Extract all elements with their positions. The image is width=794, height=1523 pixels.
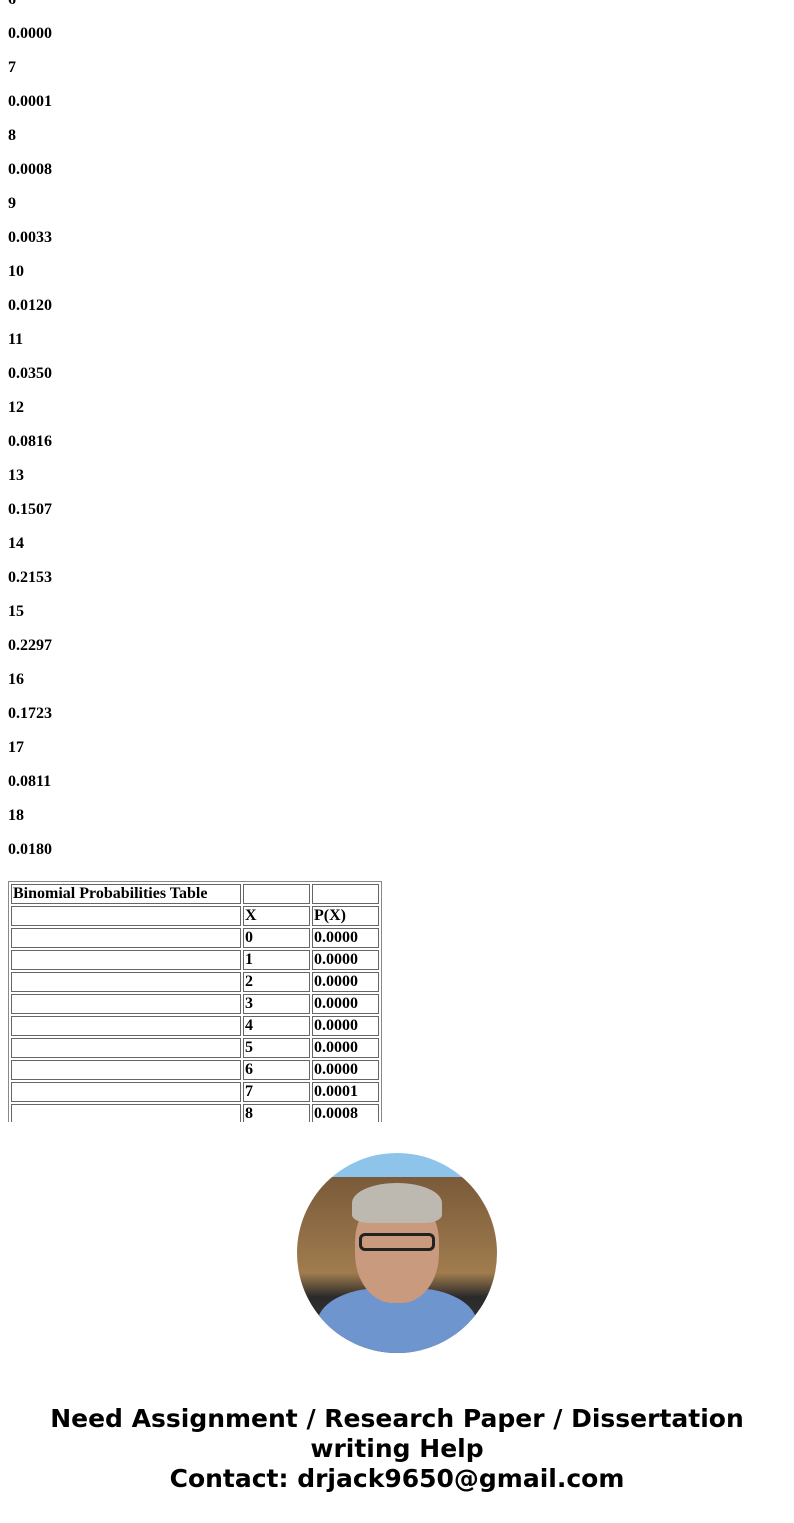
list-value: 0.0033 (8, 229, 52, 246)
table-row: 6 0.0000 (11, 1060, 379, 1080)
x-cell: 7 (243, 1082, 310, 1102)
list-value: 9 (8, 195, 16, 212)
table-row: 1 0.0000 (11, 950, 379, 970)
table-title: Binomial Probabilities Table (11, 884, 241, 904)
x-cell: 6 (243, 1060, 310, 1080)
list-value: 15 (8, 603, 24, 620)
px-cell: 0.0000 (312, 928, 379, 948)
list-value: 0.0120 (8, 297, 52, 314)
header-px: P(X) (312, 906, 379, 926)
list-value: 0.2297 (8, 637, 52, 654)
list-value: 11 (8, 331, 24, 348)
empty-cell (11, 906, 241, 926)
list-value: 0.0000 (8, 25, 52, 42)
table-row: 0 0.0000 (11, 928, 379, 948)
table-header-row: X P(X) (11, 906, 379, 926)
probability-list: 6 0.0000 7 0.0001 8 0.0008 9 0.0033 10 0.0120 11 0.… (8, 0, 52, 875)
empty-cell (11, 972, 241, 992)
x-cell: 4 (243, 1016, 310, 1036)
table-row: 5 0.0000 (11, 1038, 379, 1058)
list-value: 0.0008 (8, 161, 52, 178)
empty-cell (11, 1082, 241, 1102)
px-cell: 0.0000 (312, 950, 379, 970)
px-cell: 0.0000 (312, 1016, 379, 1036)
table-row: 4 0.0000 (11, 1016, 379, 1036)
list-value: 16 (8, 671, 24, 688)
promo-text: Need Assignment / Research Paper / Disse… (0, 1404, 794, 1494)
list-value: 7 (8, 59, 16, 76)
px-cell: 0.0000 (312, 1038, 379, 1058)
promo-line-1: Need Assignment / Research Paper / Disse… (50, 1404, 744, 1433)
x-cell: 5 (243, 1038, 310, 1058)
list-value: 10 (8, 263, 24, 280)
empty-cell (11, 950, 241, 970)
list-value: 0.1507 (8, 501, 52, 518)
list-value: 17 (8, 739, 24, 756)
header-x: X (243, 906, 310, 926)
empty-cell (11, 994, 241, 1014)
x-cell: 3 (243, 994, 310, 1014)
empty-cell (312, 884, 379, 904)
empty-cell (11, 1016, 241, 1036)
table-row: 8 0.0008 (11, 1104, 379, 1122)
list-value: 0.2153 (8, 569, 52, 586)
px-cell: 0.0000 (312, 972, 379, 992)
list-value: 13 (8, 467, 24, 484)
x-cell: 1 (243, 950, 310, 970)
table-title-row: Binomial Probabilities Table (11, 884, 379, 904)
px-cell: 0.0000 (312, 994, 379, 1014)
px-cell: 0.0000 (312, 1060, 379, 1080)
author-photo (297, 1153, 497, 1353)
x-cell: 8 (243, 1104, 310, 1122)
table-row: 7 0.0001 (11, 1082, 379, 1102)
list-value: 0.0180 (8, 841, 52, 858)
table-row: 3 0.0000 (11, 994, 379, 1014)
x-cell: 2 (243, 972, 310, 992)
list-value: 6 (8, 0, 52, 9)
list-value: 12 (8, 399, 24, 416)
list-value: 0.1723 (8, 705, 52, 722)
promo-line-2: writing Help (310, 1434, 484, 1463)
list-value: 14 (8, 535, 24, 552)
list-value: 0.0001 (8, 93, 52, 110)
empty-cell (11, 1060, 241, 1080)
px-cell: 0.0008 (312, 1104, 379, 1122)
promo-contact: Contact: drjack9650@gmail.com (169, 1464, 625, 1493)
list-value: 0.0816 (8, 433, 52, 450)
empty-cell (243, 884, 310, 904)
binomial-table-container: Binomial Probabilities Table X P(X) 0 0.00… (8, 881, 382, 1122)
list-value: 0.0350 (8, 365, 52, 382)
empty-cell (11, 928, 241, 948)
table-row: 2 0.0000 (11, 972, 379, 992)
x-cell: 0 (243, 928, 310, 948)
binomial-table: Binomial Probabilities Table X P(X) 0 0.00… (8, 881, 382, 1122)
list-value: 0.0811 (8, 773, 52, 790)
empty-cell (11, 1104, 241, 1122)
list-value: 8 (8, 127, 16, 144)
px-cell: 0.0001 (312, 1082, 379, 1102)
list-value: 18 (8, 807, 24, 824)
empty-cell (11, 1038, 241, 1058)
